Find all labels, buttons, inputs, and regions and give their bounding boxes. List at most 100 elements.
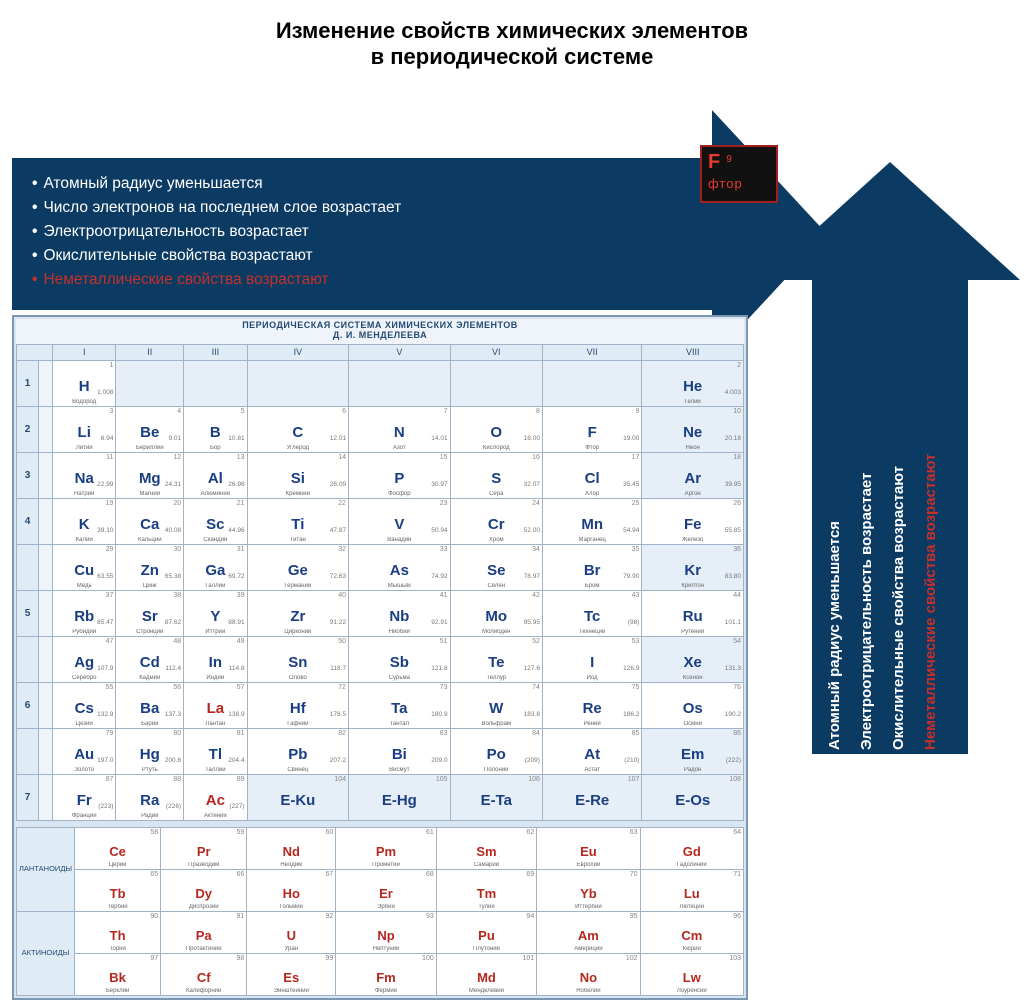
element-cell: 52Te127.6Теллур <box>450 636 542 682</box>
element-cell: 11Na22.99Натрий <box>53 452 116 498</box>
element-cell: 66DyДиспрозий <box>161 869 247 911</box>
ptable-title-1: ПЕРИОДИЧЕСКАЯ СИСТЕМА ХИМИЧЕСКИХ ЭЛЕМЕНТ… <box>242 320 518 330</box>
element-cell: 59PrПразеодим <box>161 827 247 869</box>
element-cell: 40Zr91.22Цирконий <box>247 590 349 636</box>
element-cell <box>247 360 349 406</box>
element-cell <box>184 360 247 406</box>
periodic-table: ПЕРИОДИЧЕСКАЯ СИСТЕМА ХИМИЧЕСКИХ ЭЛЕМЕНТ… <box>12 315 748 1000</box>
element-cell: 8O16.00Кислород <box>450 406 542 452</box>
element-cell: 64GdГадолиний <box>640 827 743 869</box>
group-header: V <box>349 344 451 360</box>
vertical-trend-3: Окислительные свойства возрастают <box>890 280 907 750</box>
element-cell: 62SmСамарий <box>436 827 536 869</box>
element-cell: 32Ge72.63Германий <box>247 544 349 590</box>
element-cell: 25Mn54.94Марганец <box>542 498 641 544</box>
period-header: 2 <box>17 406 39 452</box>
h-bullet-2: Число электронов на последнем слое возра… <box>32 196 698 220</box>
element-cell: 10Ne20.18Неон <box>642 406 744 452</box>
element-cell: 34Se78.97Селен <box>450 544 542 590</box>
element-cell: 103LwЛоуренсий <box>640 953 743 995</box>
element-cell: 80Hg200.6Ртуть <box>116 728 184 774</box>
element-cell: 56Ba137.3Барий <box>116 682 184 728</box>
period-header: 6 <box>17 682 39 728</box>
element-cell: 70YbИттербий <box>537 869 640 911</box>
element-cell: 37Rb85.47Рубидий <box>53 590 116 636</box>
period-header <box>17 636 39 682</box>
vertical-trend-2: Электроотрицательность возрастает <box>858 280 875 750</box>
element-cell: 31Ga69.72Галлий <box>184 544 247 590</box>
element-cell: 84Po(209)Полоний <box>450 728 542 774</box>
element-cell: 9F19.00Фтор <box>542 406 641 452</box>
fluorine-name: фтор <box>708 176 770 191</box>
element-cell: 65TbТербий <box>75 869 161 911</box>
element-cell: 57La138.9Лантан <box>184 682 247 728</box>
element-cell: 18Ar39.95Аргон <box>642 452 744 498</box>
title-line-1: Изменение свойств химических элементов <box>0 18 1024 44</box>
element-cell: 98CfКалифорний <box>161 953 247 995</box>
element-cell: 23V50.94Ванадий <box>349 498 451 544</box>
element-cell: 71LuЛютеций <box>640 869 743 911</box>
element-cell: 83Bi209.0Висмут <box>349 728 451 774</box>
element-cell: 47Ag107.9Серебро <box>53 636 116 682</box>
period-header: 3 <box>17 452 39 498</box>
element-cell: 107E-Re <box>542 774 641 820</box>
element-cell: 35Br79.90Бром <box>542 544 641 590</box>
periodic-table-grid: IIIIIIIVVVIVIIVIII11H1.008Водород2He4.00… <box>16 344 744 821</box>
element-cell: 96CmКюрий <box>640 911 743 953</box>
group-header: VIII <box>642 344 744 360</box>
element-cell: 4Be9.01Бериллий <box>116 406 184 452</box>
element-cell: 104E-Ku <box>247 774 349 820</box>
page-title-block: Изменение свойств химических элементов в… <box>0 18 1024 70</box>
element-cell: 82Pb207.2Свинец <box>247 728 349 774</box>
element-cell: 102NoНобелий <box>537 953 640 995</box>
element-cell: 69TmТулий <box>436 869 536 911</box>
element-cell: 30Zn65.38Цинк <box>116 544 184 590</box>
element-cell: 73Ta180.9Тантал <box>349 682 451 728</box>
element-cell <box>349 360 451 406</box>
element-cell: 97BkБерклий <box>75 953 161 995</box>
element-cell: 15P30.97Фосфор <box>349 452 451 498</box>
element-cell <box>450 360 542 406</box>
element-cell: 29Cu63.55Медь <box>53 544 116 590</box>
element-cell: 12Mg24.31Магний <box>116 452 184 498</box>
periodic-table-title: ПЕРИОДИЧЕСКАЯ СИСТЕМА ХИМИЧЕСКИХ ЭЛЕМЕНТ… <box>16 319 744 344</box>
element-cell: 21Sc44.96Скандий <box>184 498 247 544</box>
h-bullet-5: Неметаллические свойства возрастают <box>32 268 698 292</box>
element-cell: 54Xe131.3Ксенон <box>642 636 744 682</box>
element-cell: 58CeЦерий <box>75 827 161 869</box>
element-cell: 74W183.8Вольфрам <box>450 682 542 728</box>
period-header <box>17 544 39 590</box>
period-header: 1 <box>17 360 39 406</box>
group-header: VII <box>542 344 641 360</box>
element-cell: 79Au197.0Золото <box>53 728 116 774</box>
period-header: 4 <box>17 498 39 544</box>
element-cell: 49In114.8Индий <box>184 636 247 682</box>
element-cell: 92UУран <box>247 911 336 953</box>
fluorine-symbol-row: F9 <box>708 151 770 174</box>
element-cell: 19K39.10Калий <box>53 498 116 544</box>
element-cell: 13Al26.98Алюминий <box>184 452 247 498</box>
group-header: III <box>184 344 247 360</box>
period-header <box>17 728 39 774</box>
fluorine-badge: F9 фтор <box>700 145 778 203</box>
element-cell: 68ErЭрбий <box>336 869 436 911</box>
element-cell: 2He4.003Гелий <box>642 360 744 406</box>
element-cell: 42Mo95.95Молибден <box>450 590 542 636</box>
element-cell: 5B10.81Бор <box>184 406 247 452</box>
f-block-label: АКТИНОИДЫ <box>17 911 75 995</box>
element-cell: 48Cd112.4Кадмий <box>116 636 184 682</box>
period-header: 7 <box>17 774 39 820</box>
element-cell: 26Fe55.85Железо <box>642 498 744 544</box>
lanthanides-actinides-grid: ЛАНТАНОИДЫ58CeЦерий59PrПразеодим60NdНеод… <box>16 827 744 996</box>
element-cell: 51Sb121.8Сурьма <box>349 636 451 682</box>
fluorine-z: 9 <box>726 154 732 165</box>
element-cell: 20Ca40.08Кальций <box>116 498 184 544</box>
element-cell: 61PmПрометий <box>336 827 436 869</box>
group-header: II <box>116 344 184 360</box>
period-header: 5 <box>17 590 39 636</box>
horizontal-arrow-body: Атомный радиус уменьшается Число электро… <box>12 158 712 310</box>
element-cell: 24Cr52.00Хром <box>450 498 542 544</box>
group-header: I <box>53 344 116 360</box>
element-cell: 88Ra(226)Радий <box>116 774 184 820</box>
h-bullet-3: Электроотрицательность возрастает <box>32 220 698 244</box>
